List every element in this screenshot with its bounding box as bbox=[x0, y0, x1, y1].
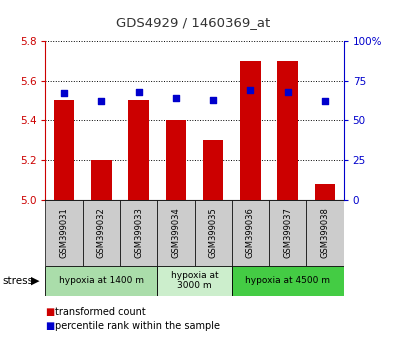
Text: GSM399031: GSM399031 bbox=[60, 207, 69, 258]
Text: GSM399035: GSM399035 bbox=[209, 207, 218, 258]
Text: stress: stress bbox=[2, 275, 33, 286]
Point bbox=[322, 98, 328, 104]
Bar bbox=[120, 200, 157, 266]
Text: percentile rank within the sample: percentile rank within the sample bbox=[55, 321, 220, 331]
Text: GSM399038: GSM399038 bbox=[320, 207, 329, 258]
Bar bbox=[232, 266, 344, 296]
Bar bbox=[166, 120, 186, 200]
Point bbox=[98, 98, 105, 104]
Text: ■: ■ bbox=[45, 321, 55, 331]
Bar bbox=[157, 200, 194, 266]
Text: GSM399032: GSM399032 bbox=[97, 207, 106, 258]
Text: ■: ■ bbox=[45, 307, 55, 316]
Bar bbox=[45, 266, 157, 296]
Bar bbox=[203, 140, 224, 200]
Text: hypoxia at 4500 m: hypoxia at 4500 m bbox=[245, 276, 330, 285]
Text: transformed count: transformed count bbox=[55, 307, 146, 316]
Text: GSM399037: GSM399037 bbox=[283, 207, 292, 258]
Text: GSM399036: GSM399036 bbox=[246, 207, 255, 258]
Point bbox=[210, 97, 216, 103]
Bar bbox=[128, 101, 149, 200]
Point bbox=[61, 90, 67, 96]
Text: hypoxia at 1400 m: hypoxia at 1400 m bbox=[59, 276, 144, 285]
Bar bbox=[194, 200, 232, 266]
Text: ▶: ▶ bbox=[30, 275, 39, 286]
Text: hypoxia at
3000 m: hypoxia at 3000 m bbox=[171, 271, 218, 290]
Bar bbox=[307, 200, 344, 266]
Bar bbox=[91, 160, 112, 200]
Bar bbox=[269, 200, 307, 266]
Bar bbox=[45, 200, 83, 266]
Point bbox=[247, 87, 254, 93]
Point bbox=[173, 95, 179, 101]
Bar bbox=[315, 184, 335, 200]
Point bbox=[284, 89, 291, 95]
Bar bbox=[232, 200, 269, 266]
Bar bbox=[157, 266, 232, 296]
Bar bbox=[83, 200, 120, 266]
Bar bbox=[240, 61, 261, 200]
Text: GDS4929 / 1460369_at: GDS4929 / 1460369_at bbox=[117, 17, 271, 29]
Text: GSM399034: GSM399034 bbox=[171, 207, 181, 258]
Bar bbox=[54, 101, 74, 200]
Point bbox=[135, 89, 142, 95]
Bar bbox=[277, 61, 298, 200]
Text: GSM399033: GSM399033 bbox=[134, 207, 143, 258]
